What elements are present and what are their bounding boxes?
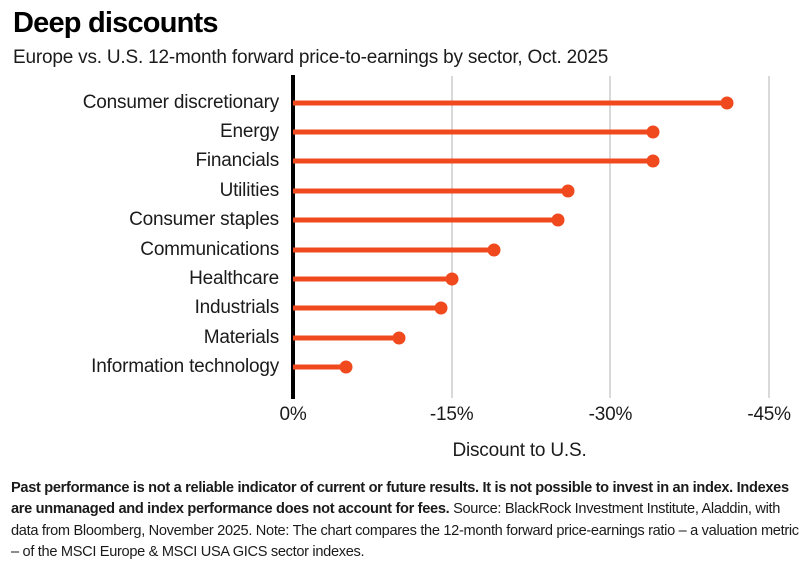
lollipop-stem	[293, 217, 558, 223]
lollipop-dot	[392, 331, 406, 345]
plot-area: Consumer discretionary Energy Financials Ut…	[0, 75, 807, 400]
lollipop-dot	[445, 272, 459, 286]
lollipop-stem	[293, 129, 653, 135]
chart-rows: Consumer discretionary Energy Financials Ut…	[0, 75, 807, 382]
chart-row: Information technology	[0, 353, 807, 382]
x-tick-label: 0%	[279, 404, 307, 425]
lollipop-dot	[561, 184, 575, 198]
lollipop-stem	[293, 158, 653, 164]
bar-track	[293, 206, 807, 235]
lollipop-stem	[293, 364, 346, 370]
lollipop-stem	[293, 100, 727, 106]
lollipop-dot	[339, 360, 353, 374]
footnote: Past performance is not a reliable indic…	[11, 478, 799, 563]
lollipop-dot	[646, 125, 660, 139]
category-label: Financials	[195, 150, 279, 172]
category-label: Materials	[203, 326, 279, 348]
bar-track	[293, 323, 807, 352]
disclaimer-text: Past performance is not a reliable indic…	[11, 480, 789, 518]
lollipop-dot	[720, 96, 734, 110]
gridline--30%	[609, 76, 612, 398]
zero-baseline	[291, 75, 295, 399]
x-tick-label: -15%	[429, 404, 474, 425]
x-axis: 0% -15% -30% -45%	[0, 404, 807, 428]
x-tick-label: -45%	[747, 404, 791, 425]
lollipop-stem	[293, 247, 495, 253]
chart-row: Financials	[0, 147, 807, 176]
chart-row: Communications	[0, 235, 807, 264]
chart-row: Energy	[0, 117, 807, 146]
chart-row: Consumer staples	[0, 206, 807, 235]
chart-row: Industrials	[0, 294, 807, 323]
bar-track	[293, 147, 807, 176]
gridline--45%	[768, 76, 771, 398]
lollipop-stem	[293, 188, 569, 194]
category-label: Healthcare	[189, 268, 279, 290]
bar-track	[293, 88, 807, 117]
category-label: Energy	[219, 121, 279, 143]
lollipop-stem	[293, 276, 452, 282]
category-label: Communications	[140, 238, 279, 260]
lollipop-stem	[293, 305, 442, 311]
gridline--15%	[450, 76, 453, 398]
chart-row: Consumer discretionary	[0, 88, 807, 117]
chart-title: Deep discounts	[13, 7, 219, 39]
bar-track	[293, 353, 807, 382]
bar-track	[293, 264, 807, 293]
lollipop-dot	[646, 154, 660, 168]
chart-row: Materials	[0, 323, 807, 352]
category-label: Consumer staples	[129, 209, 279, 231]
x-axis-title: Discount to U.S.	[452, 440, 587, 461]
lollipop-dot	[487, 243, 501, 257]
chart-row: Utilities	[0, 176, 807, 205]
bar-track	[293, 235, 807, 264]
chart-subtitle: Europe vs. U.S. 12-month forward price-t…	[13, 46, 609, 68]
category-label: Information technology	[91, 356, 279, 378]
bar-track	[293, 176, 807, 205]
lollipop-dot	[551, 213, 564, 227]
category-label: Industrials	[194, 297, 280, 319]
bar-track	[293, 117, 807, 146]
lollipop-stem	[293, 335, 399, 341]
category-label: Consumer discretionary	[82, 91, 279, 113]
chart-header: Deep discounts Europe vs. U.S. 12-month …	[13, 7, 797, 69]
lollipop-dot	[434, 301, 448, 315]
x-tick-label: -30%	[588, 404, 633, 425]
source-note-text: Source: BlackRock Investment Institute, …	[11, 501, 799, 560]
category-label: Utilities	[219, 179, 280, 201]
chart-row: Healthcare	[0, 264, 807, 293]
bar-track	[293, 294, 807, 323]
